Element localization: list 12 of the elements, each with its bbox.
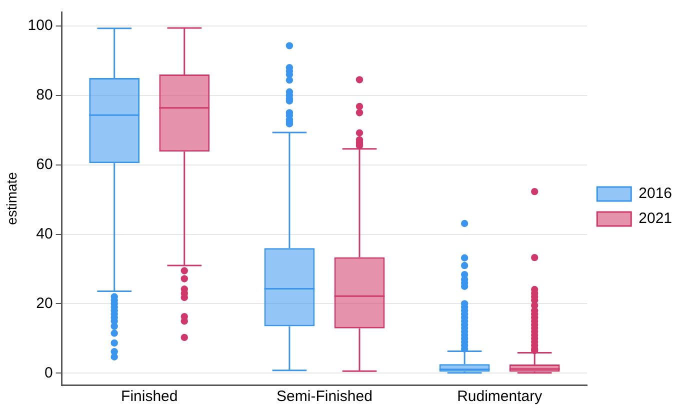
y-tick-label: 0 — [44, 364, 53, 382]
y-tick-label: 100 — [28, 17, 53, 34]
y-tick-label: 40 — [36, 225, 53, 242]
x-tick-label: Rudimentary — [457, 388, 543, 406]
y-tick-label: 20 — [36, 294, 53, 312]
x-tick-label: Finished — [121, 388, 178, 406]
x-tick-label: Semi-Finished — [276, 388, 372, 406]
y-axis-title: estimate — [3, 172, 20, 225]
y-tick-label: 60 — [36, 156, 53, 173]
legend-label: 2016 — [638, 185, 672, 202]
y-tick-label: 80 — [36, 86, 53, 104]
legend-label: 2021 — [638, 210, 672, 228]
